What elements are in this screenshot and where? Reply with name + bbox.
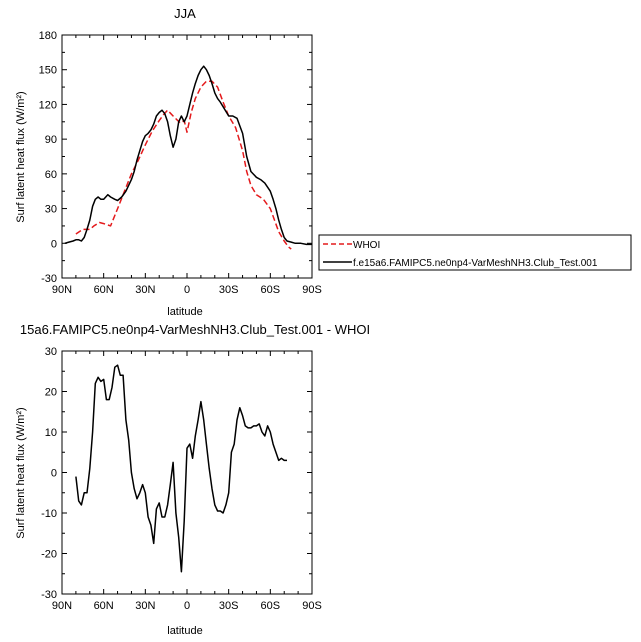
x-tick-label: 30S xyxy=(219,600,239,612)
x-tick-label: 30S xyxy=(219,284,239,296)
plot-frame xyxy=(61,350,313,595)
axis-ticks: -30 0 30 60 90 120 150 180 90N 60N 30N 0 30S 60S 90S xyxy=(39,30,322,296)
y-tick-label: -10 xyxy=(41,508,57,520)
x-tick-label: 30N xyxy=(135,284,155,296)
x-tick-label: 90N xyxy=(52,284,72,296)
chart-title: 15a6.FAMIPC5.ne0np4-VarMeshNH3.Club_Test… xyxy=(20,322,370,337)
y-tick-label: 150 xyxy=(39,65,57,77)
legend-box xyxy=(318,234,632,271)
x-tick-label: 0 xyxy=(184,284,190,296)
y-tick-label: 120 xyxy=(39,99,57,111)
plot-area xyxy=(61,34,313,279)
y-tick-label: 10 xyxy=(45,427,57,439)
x-tick-label: 0 xyxy=(184,600,190,612)
x-axis-label: latitude xyxy=(167,306,202,318)
y-tick-label: 30 xyxy=(45,204,57,216)
legend-entry-model: f.e15a6.FAMIPC5.ne0np4-VarMeshNH3.Club_T… xyxy=(353,258,598,269)
y-tick-label: 90 xyxy=(45,134,57,146)
y-tick-label: 30 xyxy=(45,346,57,358)
series-group xyxy=(64,65,312,250)
x-tick-label: 90N xyxy=(52,600,72,612)
x-tick-label: 60N xyxy=(94,600,114,612)
chart-panel-climatology: JJA -30 0 30 60 90 120 150 180 90N 60N 30N 0 30S 60S 9… xyxy=(15,6,632,318)
y-tick-label: -20 xyxy=(41,549,57,561)
series-line-whoi xyxy=(75,80,292,250)
plot-frame xyxy=(61,34,313,279)
y-tick-label: 60 xyxy=(45,169,57,181)
x-tick-label: 60S xyxy=(261,284,281,296)
y-tick-label: 0 xyxy=(51,468,57,480)
legend: WHOI f.e15a6.FAMIPC5.ne0np4-VarMeshNH3.C… xyxy=(318,234,632,271)
legend-entry-whoi: WHOI xyxy=(353,240,380,251)
y-tick-label: 180 xyxy=(39,30,57,42)
y-axis-label: Surf latent heat flux (W/m²) xyxy=(15,91,27,222)
axis-ticks: -30 -20 -10 0 10 20 30 90N 60N 30N 0 30S 60S 90S xyxy=(41,346,322,612)
x-axis-label: latitude xyxy=(167,625,202,637)
chart-title: JJA xyxy=(174,6,196,21)
y-tick-label: 0 xyxy=(51,238,57,250)
x-tick-label: 60S xyxy=(261,600,281,612)
series-line-difference xyxy=(75,364,287,573)
plot-area xyxy=(61,350,313,595)
y-tick-label: -30 xyxy=(41,589,57,601)
x-tick-label: 90S xyxy=(302,284,322,296)
y-axis-label: Surf latent heat flux (W/m²) xyxy=(15,407,27,538)
series-line-model xyxy=(64,65,312,246)
chart-panel-difference: 15a6.FAMIPC5.ne0np4-VarMeshNH3.Club_Test… xyxy=(15,322,370,637)
y-tick-label: 20 xyxy=(45,387,57,399)
x-tick-label: 30N xyxy=(135,600,155,612)
x-tick-label: 60N xyxy=(94,284,114,296)
y-tick-label: -30 xyxy=(41,273,57,285)
x-tick-label: 90S xyxy=(302,600,322,612)
series-group xyxy=(75,364,287,573)
